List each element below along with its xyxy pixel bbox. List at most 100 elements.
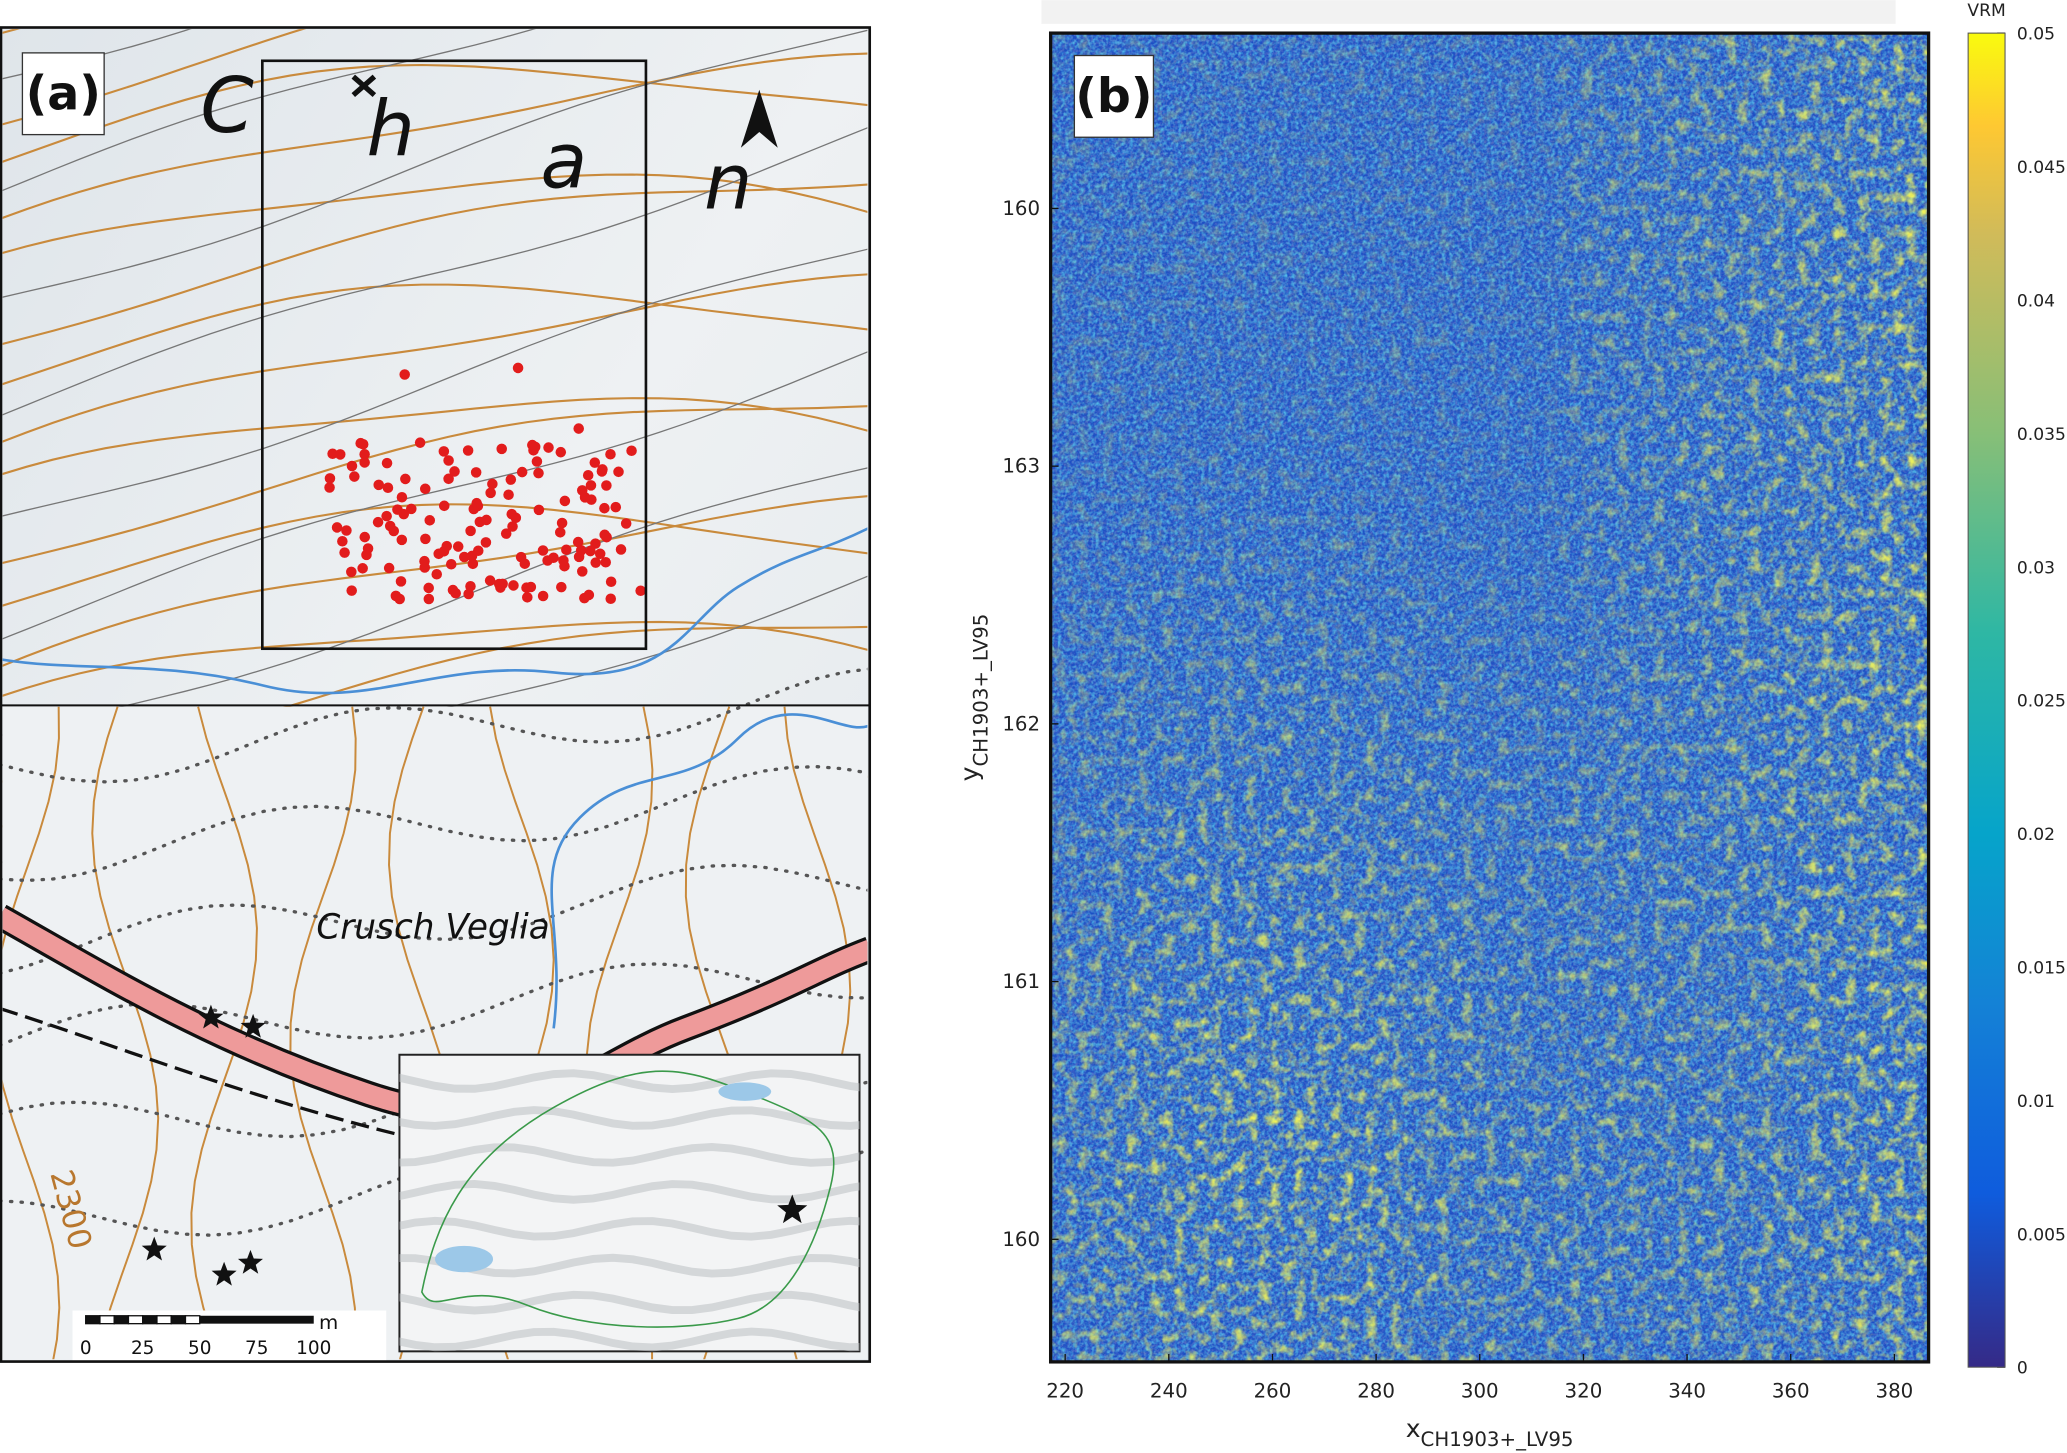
contour-line <box>2 397 868 476</box>
y-tick-label: 162 <box>1002 712 1040 735</box>
sample-point <box>449 466 460 477</box>
sample-point <box>605 449 616 460</box>
sample-point <box>465 525 476 537</box>
site-star <box>141 1236 167 1261</box>
inset-relief <box>399 1216 860 1241</box>
sample-point <box>537 545 549 556</box>
colorbar-title: VRM <box>1967 1 2005 21</box>
sample-point <box>529 441 541 453</box>
sample-point <box>503 489 514 501</box>
sample-point <box>470 467 482 478</box>
colorbar-tick-label: 0.03 <box>2017 558 2055 578</box>
sample-point <box>349 471 360 482</box>
sample-point <box>423 582 434 594</box>
sample-point <box>510 512 522 524</box>
scale-segment <box>170 1315 187 1325</box>
sample-point <box>462 445 474 456</box>
x-axis-label-sub: CH1903+_LV95 <box>1421 1428 1574 1451</box>
sample-point <box>346 566 357 578</box>
sample-point <box>496 443 507 455</box>
sample-point <box>359 457 370 468</box>
sample-point <box>522 592 533 603</box>
panel-label: (a) <box>26 67 101 122</box>
sample-point <box>346 460 358 472</box>
axes: 220 240 260 280 300 320 340 360 380 160 163 162 161 1… <box>1002 25 2066 1403</box>
map-letter: h <box>366 86 414 175</box>
sample-point <box>600 556 612 568</box>
sample-point <box>388 525 400 537</box>
contour-line <box>2 29 868 298</box>
panel-b: (b) 220 240 260 280 300 320 340 360 380 160 163 162… <box>955 0 2066 1451</box>
sample-point <box>346 585 357 596</box>
sample-point <box>579 592 590 604</box>
x-tick-label: 340 <box>1668 1379 1706 1402</box>
scale-bar: 0 25 50 75 100 m <box>72 1310 387 1364</box>
contour-line <box>2 248 868 517</box>
y-axis-label: yCH1903+_LV95 <box>955 614 992 782</box>
contour-line <box>2 183 868 346</box>
x-tick-label: 360 <box>1772 1379 1810 1402</box>
x-tick-label: 220 <box>1046 1379 1084 1402</box>
label-box <box>1073 54 1155 138</box>
sample-point <box>485 487 496 499</box>
x-tick-label: 380 <box>1876 1379 1914 1402</box>
sample-point <box>361 549 372 561</box>
contour-line <box>289 706 357 1360</box>
x-tick-label: 260 <box>1254 1379 1292 1402</box>
scale-tick-label: 50 <box>188 1338 211 1359</box>
sample-point <box>381 457 393 469</box>
contour-line <box>2 29 536 192</box>
scale-segment <box>85 1315 101 1325</box>
contour-line <box>2 52 868 220</box>
sample-point <box>533 467 544 479</box>
sample-point <box>516 466 528 478</box>
scale-segment <box>113 1315 130 1325</box>
sample-point <box>561 544 572 555</box>
colorbar-tick-label: 0.035 <box>2017 425 2066 445</box>
inset-relief <box>399 1327 860 1352</box>
sample-point <box>395 576 407 587</box>
site-star <box>777 1194 808 1224</box>
sample-point <box>559 495 571 507</box>
inset-border <box>421 1070 835 1328</box>
site-star <box>240 1013 266 1038</box>
sample-point <box>438 446 450 457</box>
sample-point <box>572 536 584 548</box>
study-area-box <box>261 59 648 651</box>
scale-unit: m <box>319 1311 338 1334</box>
colorbar-tick-label: 0 <box>2017 1359 2028 1379</box>
sample-point <box>339 547 350 558</box>
vrm-texture <box>1050 33 1929 1362</box>
x-tick-label: 300 <box>1461 1379 1499 1402</box>
sample-point <box>605 576 617 588</box>
sample-point <box>605 593 617 605</box>
y-tick-label: 163 <box>1002 455 1040 478</box>
sample-point <box>512 362 524 374</box>
scale-segment <box>142 1315 158 1325</box>
sample-point <box>556 581 567 593</box>
panel-a: (a) C h a n Crusch Veglia 2300 0 25 50 75 10… <box>0 26 872 1364</box>
sample-point <box>466 550 478 562</box>
sample-point <box>589 457 601 468</box>
sample-point <box>507 521 518 532</box>
inset-relief <box>399 1290 860 1315</box>
sample-point <box>372 516 384 528</box>
sample-point <box>597 464 608 475</box>
sample-point <box>324 482 335 493</box>
contour-line <box>2 173 868 255</box>
y-tick-label: 161 <box>1002 970 1040 993</box>
sample-point <box>601 531 612 543</box>
map-letter: a <box>540 117 587 206</box>
sample-point <box>419 562 431 573</box>
plot-frame <box>1048 31 1931 1364</box>
stream <box>550 713 868 1029</box>
sample-point <box>373 479 385 491</box>
sample-point <box>438 500 450 512</box>
inset-content <box>399 1069 860 1352</box>
north-arrow <box>740 89 778 148</box>
inset-relief <box>399 1106 860 1130</box>
sample-point <box>537 590 549 602</box>
dotted-path <box>2 962 868 1046</box>
inset-lake <box>435 1245 494 1273</box>
